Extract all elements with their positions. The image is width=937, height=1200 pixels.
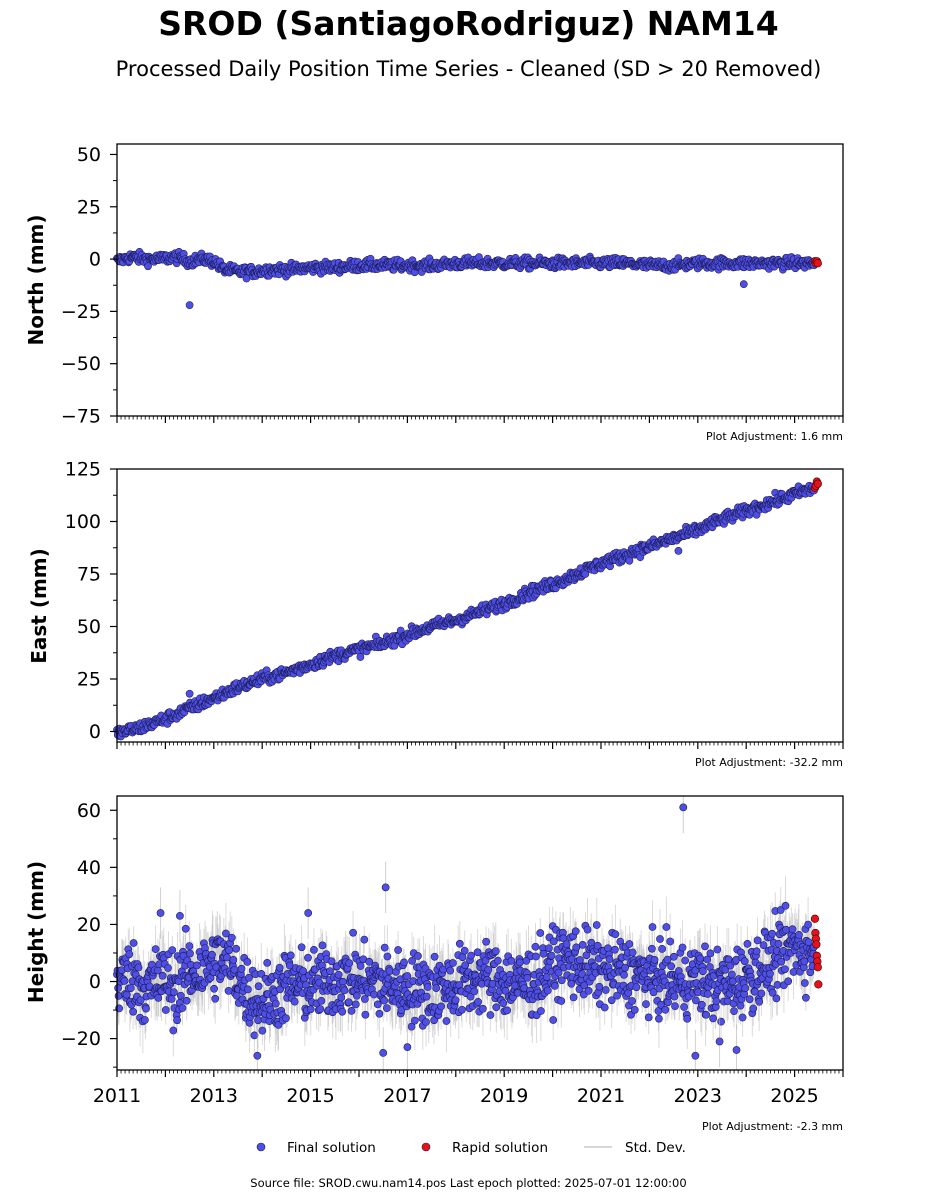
- north-y-tick-label: 25: [77, 196, 101, 218]
- east-outlier-point: [674, 547, 683, 555]
- north-plot-frame: [116, 143, 844, 417]
- east-rapid-point: [813, 479, 822, 488]
- north-y-tick-label: 0: [89, 249, 101, 271]
- east-final-point: [356, 653, 365, 661]
- east-y-label: East (mm): [27, 548, 51, 664]
- north-final-point: [144, 262, 152, 271]
- east-panel: 125 100 75 50 25 0 East (mm) Plot Adjustment:…: [27, 459, 844, 769]
- north-y-tick-label: −50: [61, 353, 101, 375]
- north-outlier-point: [739, 280, 748, 289]
- east-y-tick-label: 125: [65, 459, 101, 481]
- east-y-tick-label: 100: [65, 511, 101, 533]
- east-y-tick-label: 75: [77, 564, 101, 586]
- north-rapid-point: [813, 259, 822, 268]
- east-adjustment-label: Plot Adjustment: -32.2 mm: [695, 756, 843, 769]
- east-y-tick-label: 50: [77, 616, 101, 638]
- chart-title: SROD (SantiagoRodriguz) NAM14: [158, 4, 779, 43]
- north-panel: 50 25 0 −25 −50 −75 North (mm) Plot Adjustmen…: [24, 143, 844, 443]
- north-y-tick-label: −25: [61, 301, 101, 323]
- north-y-label: North (mm): [24, 214, 48, 345]
- east-y-tick-label: 25: [77, 669, 101, 691]
- north-y-tick-label: 50: [77, 144, 101, 166]
- east-y-tick-label: 0: [89, 721, 101, 743]
- north-outlier-point: [185, 301, 194, 309]
- chart-subtitle: Processed Daily Position Time Series - C…: [115, 57, 822, 81]
- north-adjustment-label: Plot Adjustment: 1.6 mm: [706, 430, 843, 443]
- east-outlier-point: [185, 689, 194, 698]
- north-y-tick-label: −75: [61, 406, 101, 428]
